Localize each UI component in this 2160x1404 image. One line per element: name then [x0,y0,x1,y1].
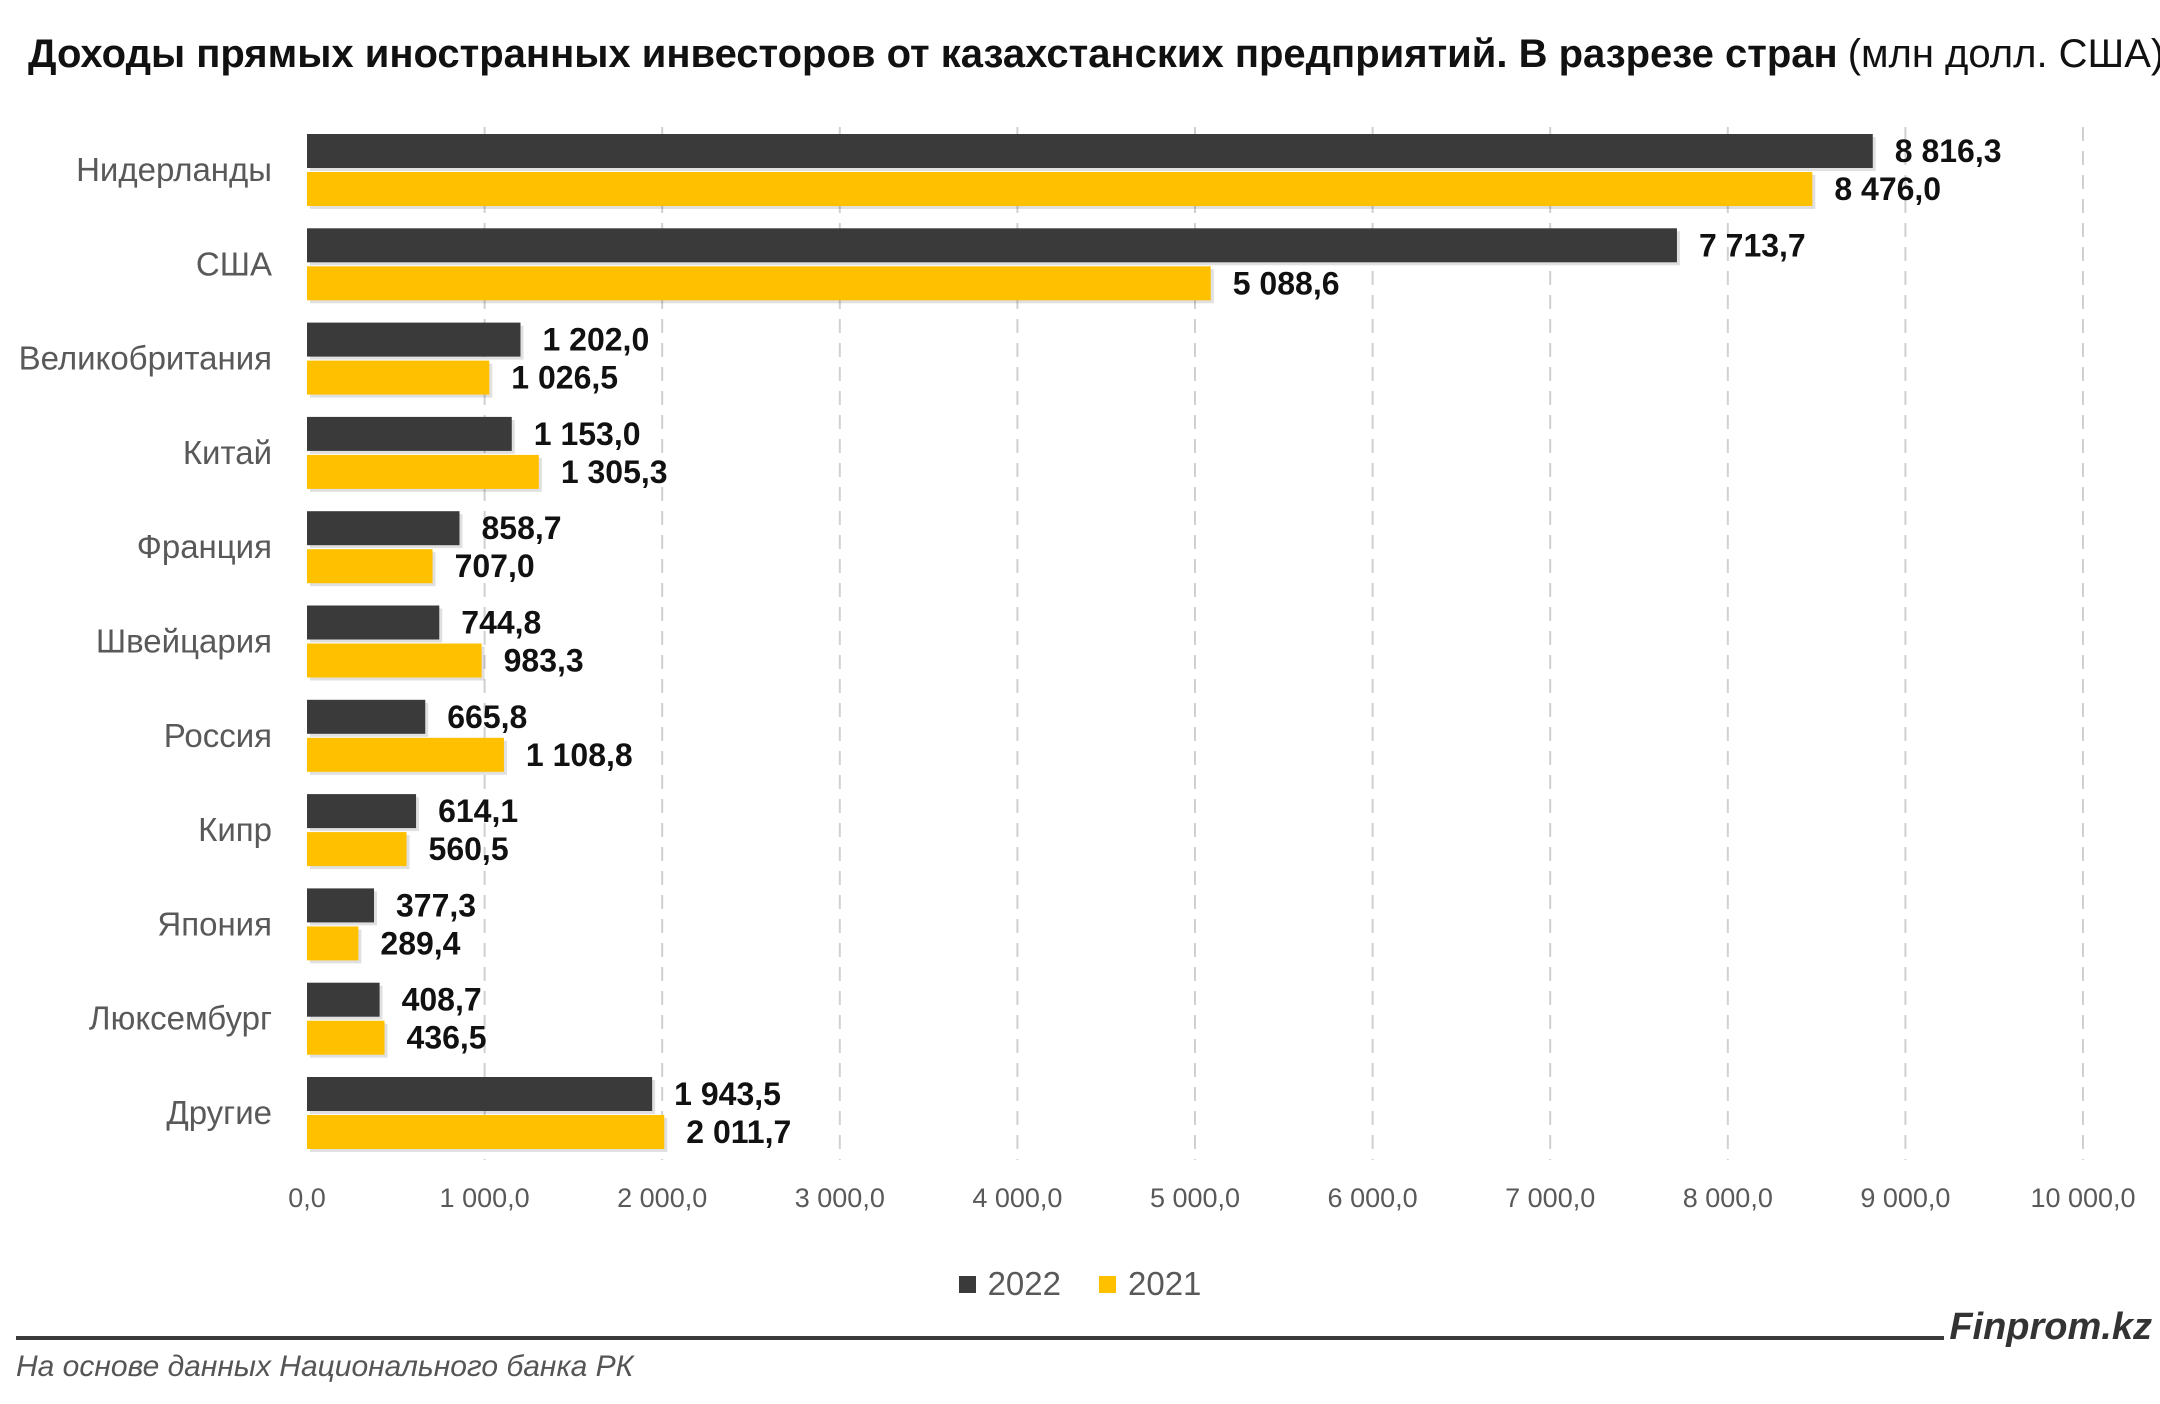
bar-2021 [307,360,490,395]
bar-2022 [307,1077,653,1111]
bar-2022 [307,416,512,451]
bars [307,134,1876,1152]
data-label-2022: 858,7 [482,510,562,546]
data-label-2021: 5 088,6 [1233,265,1340,301]
category-label: Великобритания [19,340,272,377]
data-label-2022: 8 816,3 [1895,133,2002,169]
chart-title-main: Доходы прямых иностранных инвесторов от … [28,32,1838,76]
x-tick-label: 0,0 [288,1183,326,1213]
category-label: Франция [137,528,272,565]
category-label: Швейцария [96,623,272,660]
footer-divider [16,1336,1944,1340]
source-note: На основе данных Национального банка РК [16,1350,634,1383]
legend-label-2021: 2021 [1128,1265,1202,1302]
bar-2021 [307,1020,385,1055]
bar-2021 [307,1115,665,1149]
data-label-2022: 1 153,0 [534,416,641,452]
category-label: Люксембург [89,1000,272,1037]
bar-2022 [307,134,1873,168]
legend-label-2022: 2022 [987,1265,1061,1302]
bar-2022 [307,228,1677,263]
data-label-2021: 560,5 [429,831,509,867]
data-label-2022: 744,8 [461,605,541,641]
bar-2021 [307,172,1813,206]
category-label: Япония [157,905,272,942]
x-tick-label: 5 000,0 [1150,1183,1240,1213]
bar-2022 [307,888,375,923]
data-label-2021: 707,0 [455,548,535,584]
bar-2021 [307,266,1211,301]
legend: 2022 2021 [0,1262,2160,1306]
bar-2022 [307,982,380,1017]
data-label-2021: 1 305,3 [561,454,668,490]
x-tick-label: 9 000,0 [1860,1183,1950,1213]
data-label-2022: 408,7 [402,982,482,1018]
data-label-2021: 1 108,8 [526,737,633,773]
bar-2021 [307,737,504,772]
chart-title-unit: (млн долл. США) [1847,32,2160,76]
bar-2022 [307,605,440,640]
category-label: Россия [164,717,272,754]
x-tick-label: 10 000,0 [2030,1183,2135,1213]
category-label: США [196,245,272,282]
data-label-2022: 1 202,0 [542,322,649,358]
legend-swatch-2022 [958,1275,976,1293]
bar-2021 [307,549,433,584]
data-label-2021: 1 026,5 [511,360,618,396]
bar-2022 [307,511,460,546]
data-label-2022: 7 713,7 [1699,227,1806,263]
data-label-2021: 983,3 [504,643,584,679]
data-label-2022: 614,1 [438,793,518,829]
x-tick-label: 6 000,0 [1328,1183,1418,1213]
x-tick-label: 3 000,0 [795,1183,885,1213]
bar-2021 [307,454,539,489]
bar-2022 [307,322,521,357]
data-label-2021: 289,4 [380,925,460,961]
data-label-2022: 377,3 [396,887,476,923]
data-label-2022: 665,8 [447,699,527,735]
bar-2021 [307,832,407,867]
bar-2022 [307,699,426,734]
category-label: Китай [183,434,272,471]
bar-chart: 0,0 1 000,0 2 000,0 3 000,0 4 000,0 5 000,0 6 … [19,127,2136,1213]
data-label-2021: 8 476,0 [1834,171,1941,207]
category-label: Кипр [198,811,272,848]
brand-logo-text: Finprom.kz [1949,1306,2152,1348]
bar-2021 [307,926,359,961]
bar-2022 [307,794,417,829]
category-label: Другие [166,1094,272,1131]
data-label-2021: 436,5 [407,1020,487,1056]
x-tick-label: 4 000,0 [972,1183,1062,1213]
x-tick-label: 7 000,0 [1505,1183,1595,1213]
chart-title: Доходы прямых иностранных инвесторов от … [28,28,2160,80]
x-tick-label: 8 000,0 [1683,1183,1773,1213]
x-tick-label: 1 000,0 [440,1183,530,1213]
data-label-2021: 2 011,7 [686,1114,791,1150]
labels: 0,0 1 000,0 2 000,0 3 000,0 4 000,0 5 000,0 6 … [19,133,2136,1213]
data-label-2022: 1 943,5 [674,1076,781,1112]
category-label: Нидерланды [76,151,272,188]
bar-2021 [307,643,482,678]
x-tick-label: 2 000,0 [617,1183,707,1213]
legend-swatch-2021 [1099,1275,1116,1293]
legend-item-2021: 2021 [1099,1265,1201,1303]
legend-item-2022: 2022 [958,1265,1061,1303]
